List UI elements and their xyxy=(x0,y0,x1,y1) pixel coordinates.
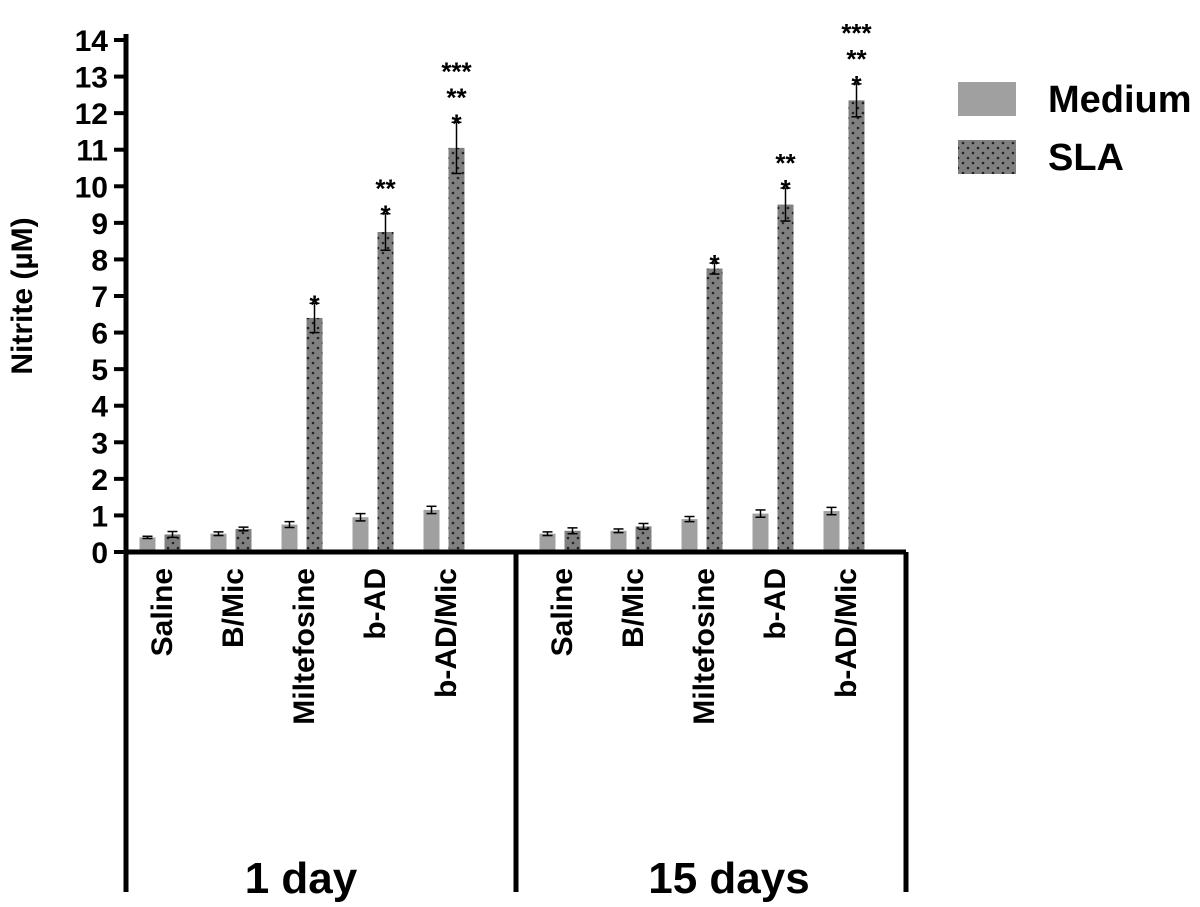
y-tick-label: 13 xyxy=(75,62,108,95)
bar-medium xyxy=(281,524,298,552)
y-tick-label: 6 xyxy=(91,318,108,351)
y-tick-label: 11 xyxy=(76,135,108,168)
bars: ******************** xyxy=(139,18,873,553)
bar-medium xyxy=(681,519,698,552)
y-tick-label: 4 xyxy=(91,391,108,424)
bar-sla xyxy=(306,317,323,552)
y-tick-label: 9 xyxy=(91,208,108,241)
bar-sla xyxy=(848,100,865,552)
significance-marker: ** xyxy=(846,44,867,74)
bar-medium xyxy=(823,511,840,552)
bar-medium xyxy=(210,533,227,552)
bar-sla xyxy=(448,147,465,552)
bar-sla xyxy=(635,526,652,552)
category-label: b-AD xyxy=(359,568,392,640)
category-label: Miltefosine xyxy=(288,568,321,725)
bar-medium xyxy=(752,513,769,552)
legend-swatch-sla xyxy=(958,140,1016,174)
bar-sla xyxy=(377,232,394,552)
significance-marker: * xyxy=(309,289,320,319)
y-tick-label: 7 xyxy=(91,281,108,314)
y-tick-label: 0 xyxy=(91,537,108,570)
significance-marker: * xyxy=(780,174,791,204)
significance-marker: * xyxy=(709,249,720,279)
y-tick-label: 1 xyxy=(91,500,108,533)
axes xyxy=(123,34,909,892)
significance-marker: * xyxy=(380,200,391,230)
category-label: Saline xyxy=(546,568,579,656)
legend-label-sla: SLA xyxy=(1048,137,1124,179)
bar-sla xyxy=(564,530,581,552)
category-label: Saline xyxy=(146,568,179,656)
category-label: b-AD/Mic xyxy=(430,568,463,698)
legend-label-medium: Medium xyxy=(1048,79,1192,121)
bar-medium xyxy=(610,530,627,552)
significance-marker: *** xyxy=(841,18,872,48)
bar-sla xyxy=(164,534,181,552)
significance-marker: ** xyxy=(446,82,467,112)
category-label: Miltefosine xyxy=(688,568,721,725)
significance-marker: * xyxy=(451,108,462,138)
bar-medium xyxy=(139,537,156,552)
bar-medium xyxy=(423,509,440,552)
significance-marker: ** xyxy=(775,148,796,178)
significance-marker: *** xyxy=(441,56,472,86)
bar-sla xyxy=(706,268,723,552)
bar-medium xyxy=(539,533,556,552)
legend: Medium SLA xyxy=(958,79,1192,179)
y-axis-label: Nitrite (µM) xyxy=(6,217,39,374)
bar-sla xyxy=(777,204,794,553)
y-tick-label: 3 xyxy=(91,427,108,460)
category-label: b-AD/Mic xyxy=(830,568,863,698)
group-label: 15 days xyxy=(648,854,809,903)
y-tick-label: 14 xyxy=(75,25,109,58)
bar-medium xyxy=(352,517,369,552)
y-tick-label: 5 xyxy=(91,354,108,387)
group-labels: 1 day 15 days xyxy=(245,854,810,903)
y-tick-label: 10 xyxy=(75,171,108,204)
category-label: B/Mic xyxy=(617,568,650,648)
category-label: b-AD xyxy=(759,568,792,640)
legend-swatch-medium xyxy=(958,82,1016,116)
group-label: 1 day xyxy=(245,854,358,903)
category-labels: Saline B/Mic Miltefosine b-AD b-AD/Mic Saline… xyxy=(146,568,863,725)
bar-sla xyxy=(235,528,252,552)
y-tick-label: 8 xyxy=(91,244,108,277)
y-tick-label: 2 xyxy=(91,464,108,497)
significance-marker: ** xyxy=(375,174,396,204)
category-label: B/Mic xyxy=(217,568,250,648)
significance-marker: * xyxy=(851,70,862,100)
y-tick-label: 12 xyxy=(75,98,108,131)
